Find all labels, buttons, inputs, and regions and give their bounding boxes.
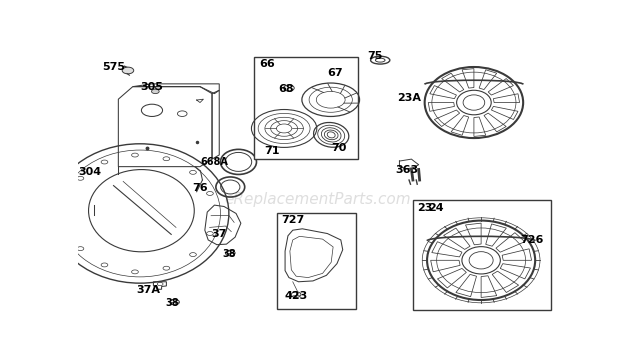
Text: 70: 70 (332, 143, 347, 153)
Text: 304: 304 (78, 167, 101, 177)
Text: 726: 726 (520, 235, 543, 245)
Text: 575: 575 (102, 62, 125, 72)
Text: 423: 423 (285, 291, 308, 301)
Text: 24: 24 (428, 203, 443, 213)
Bar (277, 212, 356, 309)
Text: 305: 305 (141, 82, 164, 92)
Circle shape (122, 67, 134, 74)
Text: 363: 363 (395, 165, 418, 175)
Text: 68: 68 (279, 84, 294, 94)
Bar (254, 58, 358, 159)
Text: 71: 71 (264, 146, 280, 156)
Text: 76: 76 (192, 184, 208, 193)
Bar (413, 201, 551, 311)
Circle shape (291, 292, 301, 297)
Circle shape (226, 250, 235, 256)
Text: 23A: 23A (397, 93, 421, 103)
Text: 67: 67 (327, 68, 342, 78)
Text: 668A: 668A (200, 157, 228, 167)
Text: eReplacementParts.com: eReplacementParts.com (224, 192, 411, 207)
Text: 37: 37 (211, 230, 227, 239)
Text: 38: 38 (222, 249, 236, 259)
Text: 75: 75 (367, 51, 382, 61)
Text: 727: 727 (281, 215, 305, 225)
Text: 37A: 37A (136, 285, 161, 295)
Text: 38: 38 (166, 298, 179, 308)
Text: 66: 66 (259, 59, 275, 69)
Circle shape (170, 299, 179, 305)
Text: 23: 23 (417, 203, 432, 213)
Circle shape (151, 89, 159, 94)
